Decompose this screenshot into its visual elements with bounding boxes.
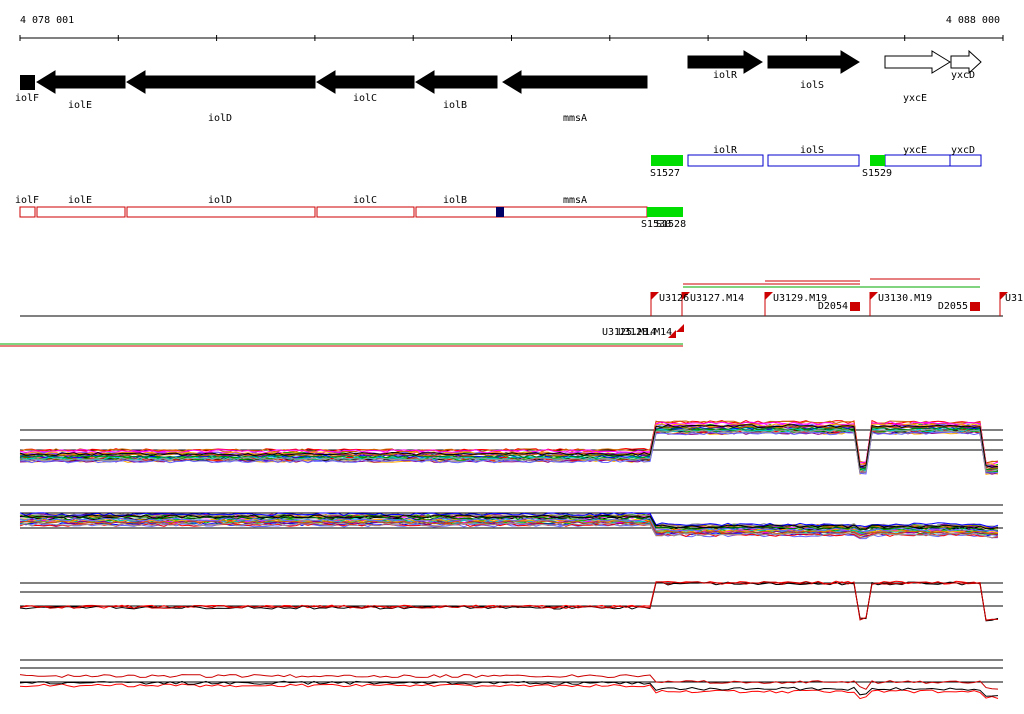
feature: [687, 154, 764, 167]
transcript: [126, 206, 316, 218]
gene-arrow: [36, 70, 126, 94]
label: U3125.M14: [602, 327, 656, 338]
label: mmsA: [563, 113, 587, 124]
label: iolD: [208, 113, 232, 124]
gene-arrow: [950, 49, 982, 75]
gene-arrow: [884, 50, 951, 74]
feature: [767, 154, 860, 167]
expression-curve: [19, 581, 999, 622]
transcript: [316, 206, 415, 218]
label: U3128.M14: [618, 327, 672, 338]
transcript-green: [647, 207, 683, 217]
expression-curve: [19, 428, 999, 473]
label: S1527: [650, 168, 680, 179]
label: mmsA: [563, 195, 587, 206]
expression-curve: [19, 427, 999, 471]
expression-curve: [19, 673, 999, 690]
label: U3130.M19: [878, 293, 932, 304]
gene-arrow: [502, 70, 648, 94]
feature: [651, 155, 683, 166]
feature: [870, 155, 885, 166]
label: iolF: [15, 93, 39, 104]
label: iolE: [68, 100, 92, 111]
expression-curve: [19, 514, 999, 530]
expression-curve: [19, 580, 999, 621]
label: D2054: [818, 301, 848, 312]
expression-curve: [19, 431, 999, 475]
label: iolB: [443, 195, 467, 206]
label: iolR: [713, 145, 738, 156]
label: iolB: [443, 100, 467, 111]
gene-arrow: [415, 70, 498, 94]
expression-curve: [19, 424, 999, 469]
expression-curve: [19, 512, 999, 528]
label: S1529: [862, 168, 892, 179]
transcript: [415, 206, 648, 218]
label: iolC: [353, 93, 377, 104]
feature: [949, 154, 982, 167]
gene-arrow: [767, 50, 860, 74]
expression-curve: [19, 520, 999, 536]
label: D2055: [938, 301, 968, 312]
label: S1528: [656, 219, 686, 230]
label: U3129.M19: [773, 293, 827, 304]
label: iolS: [800, 80, 824, 91]
terminator: [970, 302, 980, 311]
label: iolR: [713, 70, 738, 81]
expression-curve: [19, 580, 999, 621]
expression-curve: [19, 430, 999, 475]
label: iolS: [800, 145, 824, 156]
label: iolC: [353, 195, 377, 206]
expression-curve: [19, 683, 999, 700]
label: U31: [1005, 293, 1023, 304]
expression-curve: [19, 522, 999, 539]
transcript: [36, 206, 126, 218]
transcript: [19, 206, 36, 218]
gene-box: [20, 75, 35, 90]
label: iolE: [68, 195, 92, 206]
label: U3127.M14: [690, 293, 744, 304]
expression-curve: [19, 427, 999, 471]
gene-arrow: [126, 70, 316, 94]
promoter-flag: [682, 292, 690, 300]
transcript-mark: [496, 207, 504, 217]
label: yxcE: [903, 145, 927, 156]
expression-curve: [19, 423, 999, 468]
gene-arrow: [316, 70, 415, 94]
expression-curve: [19, 680, 999, 697]
promoter-flag: [668, 330, 676, 338]
promoter-flag: [676, 324, 684, 332]
promoter-flag: [765, 292, 773, 300]
promoter-flag: [870, 292, 878, 300]
gene-arrow: [687, 50, 763, 74]
promoter-flag: [1000, 292, 1008, 300]
ruler-start: 4 078 001: [20, 15, 74, 26]
label: iolF: [15, 195, 39, 206]
terminator: [850, 302, 860, 311]
label: S1530: [641, 219, 671, 230]
label: yxcD: [951, 70, 975, 81]
feature: [884, 154, 951, 167]
label: iolD: [208, 195, 232, 206]
label: yxcE: [903, 93, 927, 104]
promoter-flag: [651, 292, 659, 300]
expression-curve: [19, 517, 999, 533]
label: yxcD: [951, 145, 975, 156]
label: U3126: [659, 293, 689, 304]
ruler-end: 4 088 000: [946, 15, 1000, 26]
